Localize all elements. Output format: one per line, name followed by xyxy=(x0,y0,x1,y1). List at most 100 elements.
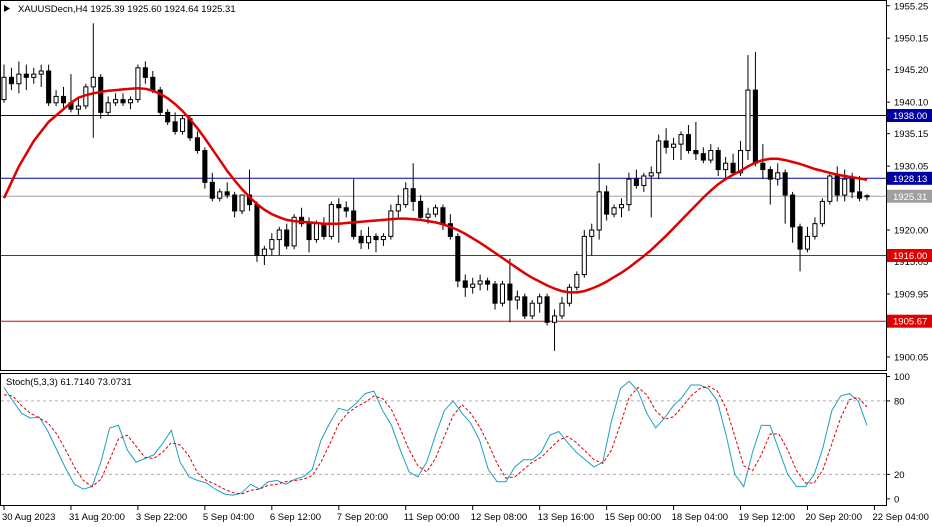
bear-candle xyxy=(410,188,416,202)
chart-title: XAUUSDecn,H4 1925.39 1925.60 1924.64 192… xyxy=(18,4,236,15)
bear-candle xyxy=(700,153,706,161)
bear-candle xyxy=(150,76,156,91)
bear-candle xyxy=(165,111,171,123)
x-tick-label: 22 Sep 04:00 xyxy=(872,512,929,523)
bear-candle xyxy=(172,121,178,132)
price-tag-label: 1925.31 xyxy=(893,192,927,203)
price-tag-label: 1928.13 xyxy=(893,174,927,185)
bull-candle xyxy=(477,280,483,285)
moving-average-line xyxy=(2,86,868,294)
bull-candle xyxy=(432,207,439,215)
bull-candle xyxy=(827,175,833,202)
bear-candle xyxy=(373,235,379,241)
stoch-y-tick-label: 100 xyxy=(894,372,910,383)
bull-candle xyxy=(804,235,811,250)
y-tick-label: 1940.10 xyxy=(894,98,928,109)
bear-candle xyxy=(604,191,610,215)
bull-candle xyxy=(648,172,654,177)
y-tick-label: 1955.25 xyxy=(894,1,928,12)
x-tick-label: 6 Sep 12:00 xyxy=(270,512,321,523)
bull-candle xyxy=(745,89,751,152)
bull-candle xyxy=(269,239,275,250)
bear-candle xyxy=(492,283,498,304)
bear-candle xyxy=(760,162,766,171)
bear-candle xyxy=(864,195,870,198)
bull-candle xyxy=(328,204,334,237)
main-pane-frame xyxy=(0,0,887,371)
bull-candle xyxy=(529,302,535,317)
x-tick-label: 11 Sep 00:00 xyxy=(404,512,460,523)
bear-candle xyxy=(194,137,200,152)
bear-candle xyxy=(767,169,773,180)
y-tick-label: 1909.95 xyxy=(894,289,928,300)
bull-candle xyxy=(291,216,297,247)
bull-candle xyxy=(842,178,848,196)
x-tick-label: 5 Sep 04:00 xyxy=(203,512,254,523)
bull-candle xyxy=(180,118,186,132)
y-tick-label: 1950.15 xyxy=(894,34,928,45)
bear-candle xyxy=(8,76,14,85)
bear-candle xyxy=(142,67,148,78)
bull-candle xyxy=(708,150,714,161)
bull-candle xyxy=(812,223,818,237)
bear-candle xyxy=(455,235,461,282)
x-tick-label: 3 Sep 22:00 xyxy=(136,512,187,523)
bull-candle xyxy=(127,99,134,104)
price-tag xyxy=(887,109,932,123)
bear-candle xyxy=(98,76,104,113)
bull-candle xyxy=(276,229,282,241)
x-tick-label: 12 Sep 08:00 xyxy=(471,512,528,523)
bull-candle xyxy=(53,95,59,104)
bull-candle xyxy=(31,73,37,78)
bear-candle xyxy=(232,194,238,212)
bear-candle xyxy=(485,280,491,285)
bear-candle xyxy=(224,191,230,196)
stoch-pane-frame xyxy=(0,373,887,506)
price-tag xyxy=(887,189,932,203)
bear-candle xyxy=(730,162,736,174)
bull-candle xyxy=(425,213,431,218)
bull-candle xyxy=(499,283,506,304)
bear-candle xyxy=(157,89,163,113)
x-tick-label: 18 Sep 04:00 xyxy=(672,512,729,523)
stoch-main-line xyxy=(3,380,868,496)
bear-candle xyxy=(321,223,327,237)
bull-candle xyxy=(581,235,587,276)
y-tick-label: 1930.05 xyxy=(894,162,928,173)
bull-candle xyxy=(470,283,476,288)
x-tick-label: 30 Aug 2023 xyxy=(2,512,55,523)
bull-candle xyxy=(395,204,401,212)
bull-candle xyxy=(38,70,44,75)
x-tick-label: 31 Aug 20:00 xyxy=(69,512,125,523)
bear-candle xyxy=(544,296,550,323)
bear-candle xyxy=(522,296,528,317)
bear-candle xyxy=(507,283,513,301)
bull-candle xyxy=(388,210,394,237)
bear-candle xyxy=(418,200,424,218)
bear-candle xyxy=(343,207,349,212)
bull-candle xyxy=(574,274,580,288)
bull-candle xyxy=(90,76,96,88)
bear-candle xyxy=(663,140,669,148)
bear-candle xyxy=(797,226,803,250)
bull-candle xyxy=(611,207,617,215)
bull-candle xyxy=(723,162,729,171)
bear-candle xyxy=(336,204,342,209)
bear-candle xyxy=(202,150,208,183)
bull-candle xyxy=(671,143,677,148)
bear-candle xyxy=(447,223,453,237)
x-tick-label: 13 Sep 16:00 xyxy=(538,512,595,523)
bear-candle xyxy=(715,150,721,171)
x-tick-label: 19 Sep 12:00 xyxy=(739,512,796,523)
bull-candle xyxy=(403,188,409,206)
bear-candle xyxy=(23,73,29,78)
bull-candle xyxy=(313,223,320,241)
bull-candle xyxy=(596,191,602,231)
bear-candle xyxy=(254,204,260,256)
bull-candle xyxy=(75,105,81,110)
bear-candle xyxy=(306,223,312,241)
bear-candle xyxy=(782,172,788,196)
price-tag xyxy=(887,314,932,328)
stoch-title: Stoch(5,3,3) 61.7140 73.0731 xyxy=(6,377,132,388)
